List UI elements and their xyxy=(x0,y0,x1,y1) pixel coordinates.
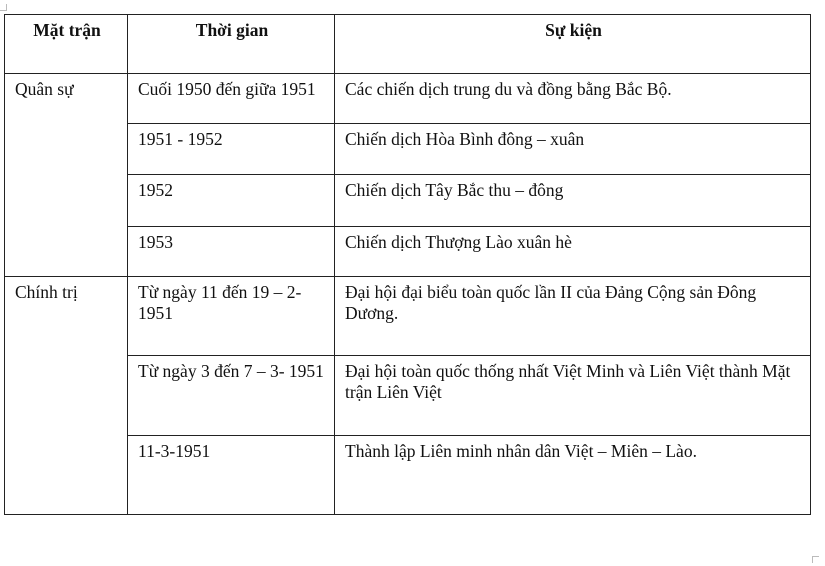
time-cell: Từ ngày 11 đến 19 – 2- 1951 xyxy=(127,276,335,356)
time-cell: 11-3-1951 xyxy=(127,435,335,515)
table-corner-mark-bottom-right xyxy=(812,556,819,563)
event-cell: Các chiến dịch trung du và đồng bằng Bắc… xyxy=(334,73,811,124)
table-row: 1951 - 1952 Chiến dịch Hòa Bình đông – x… xyxy=(5,123,811,175)
events-table: Mặt trận Thời gian Sự kiện Quân sự Cuối … xyxy=(4,14,811,515)
time-cell: Từ ngày 3 đến 7 – 3- 1951 xyxy=(127,355,335,436)
event-cell: Thành lập Liên minh nhân dân Việt – Miên… xyxy=(334,435,811,515)
header-event: Sự kiện xyxy=(334,14,811,74)
table-row: 1953 Chiến dịch Thượng Lào xuân hè xyxy=(5,226,811,277)
table-row: Chính trị Từ ngày 11 đến 19 – 2- 1951 Đạ… xyxy=(4,276,811,515)
header-time: Thời gian xyxy=(127,14,335,74)
front-cell: Chính trị xyxy=(4,276,128,515)
event-cell: Đại hội toàn quốc thống nhất Việt Minh v… xyxy=(334,355,811,436)
table-row: 11-3-1951 Thành lập Liên minh nhân dân V… xyxy=(5,435,811,515)
event-cell: Đại hội đại biểu toàn quốc lần II của Đả… xyxy=(334,276,811,356)
event-cell: Chiến dịch Hòa Bình đông – xuân xyxy=(334,123,811,175)
time-cell: 1953 xyxy=(127,226,335,277)
table-corner-mark-top-left xyxy=(0,4,7,11)
event-cell: Chiến dịch Tây Bắc thu – đông xyxy=(334,174,811,227)
table-header-row: Mặt trận Thời gian Sự kiện xyxy=(4,14,811,74)
time-cell: 1951 - 1952 xyxy=(127,123,335,175)
table-row: Từ ngày 3 đến 7 – 3- 1951 Đại hội toàn q… xyxy=(5,355,811,436)
table-row: Quân sự Cuối 1950 đến giữa 1951 Các chiế… xyxy=(4,73,811,277)
header-front: Mặt trận xyxy=(4,14,128,74)
event-cell: Chiến dịch Thượng Lào xuân hè xyxy=(334,226,811,277)
table-row: 1952 Chiến dịch Tây Bắc thu – đông xyxy=(5,174,811,227)
time-cell: Cuối 1950 đến giữa 1951 xyxy=(127,73,335,124)
front-cell: Quân sự xyxy=(4,73,128,277)
time-cell: 1952 xyxy=(127,174,335,227)
